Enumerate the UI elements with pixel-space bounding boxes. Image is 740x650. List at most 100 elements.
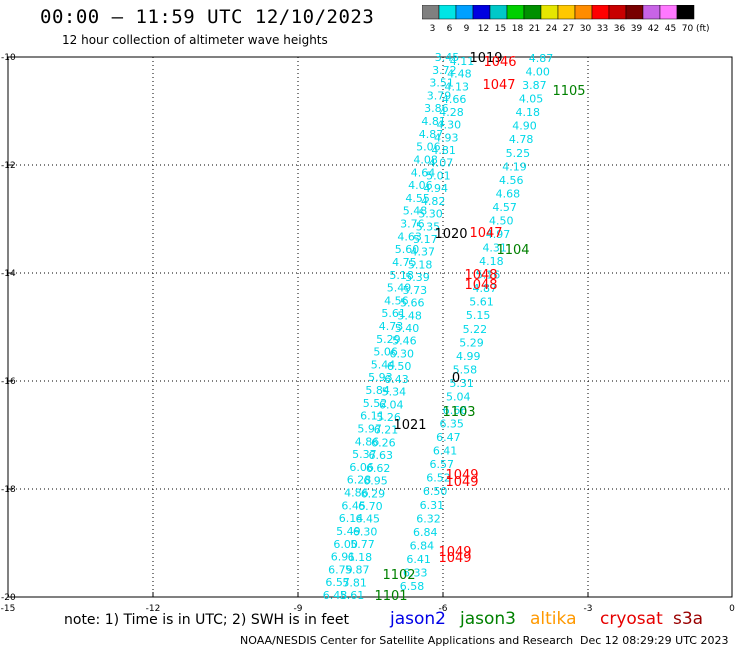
swh-value-track-west: 4.08 xyxy=(413,153,438,166)
pass-id-label: 1047 xyxy=(482,78,515,93)
swh-value-track-east: 4.18 xyxy=(479,255,504,268)
latitude-label: -18 xyxy=(1,485,16,495)
swh-value-track-mid: 5.30 xyxy=(418,208,443,221)
swh-value-track-west: 4.63 xyxy=(397,230,422,243)
swh-value-track-mid: 5.01 xyxy=(426,169,451,182)
swh-value-track-west: 6.06 xyxy=(349,461,374,474)
swh-value-track-mid: 5.35 xyxy=(416,220,441,233)
swh-value-track-east: 4.57 xyxy=(492,201,517,214)
swh-value-track-west: 4.87 xyxy=(419,128,444,141)
swh-value-track-mid: 5.18 xyxy=(408,258,433,271)
latitude-label: -10 xyxy=(1,53,16,63)
colorbar-tick-label: 39 xyxy=(631,24,643,34)
colorbar-tick-label: 45 xyxy=(665,24,676,34)
swh-value-track-west: 6.00 xyxy=(333,538,358,551)
swh-value-track-east: 4.56 xyxy=(499,174,524,187)
satellite-legend-s3a: s3a xyxy=(673,609,704,629)
swh-value-track-mid: 5.48 xyxy=(397,309,422,322)
swh-value-track-east: 6.57 xyxy=(430,458,455,471)
colorbar-tick-label: 15 xyxy=(495,24,506,34)
colorbar-swatch xyxy=(676,5,695,20)
swh-value-track-mid: 5.34 xyxy=(382,386,407,399)
swh-value-track-east: 6.66 xyxy=(443,404,468,417)
swh-value-track-east: 5.29 xyxy=(459,336,484,349)
swh-value-track-east: 4.97 xyxy=(486,228,511,241)
swh-value-track-west: 6.91 xyxy=(331,551,356,564)
swh-value-track-west: 6.45 xyxy=(341,499,366,512)
pass-id-label: 1021 xyxy=(393,418,426,433)
swh-value-track-west: 6.57 xyxy=(325,576,350,589)
swh-value-track-mid: 4.93 xyxy=(434,131,459,144)
colorbar-tick-label: 9 xyxy=(464,24,470,34)
swh-value-track-mid: 4.37 xyxy=(410,246,435,259)
swh-value-track-mid: 4.13 xyxy=(445,80,470,93)
swh-value-track-west: 5.93 xyxy=(368,371,393,384)
pass-id-label: 1102 xyxy=(382,568,415,583)
swh-value-track-mid: 6.04 xyxy=(379,398,404,411)
swh-value-track-west: 6.28 xyxy=(347,474,372,487)
swh-value-track-east: 5.04 xyxy=(446,390,471,403)
colorbar-swatch xyxy=(608,5,627,20)
swh-value-track-mid: 6.62 xyxy=(366,462,391,475)
swh-value-track-east: 6.50 xyxy=(423,485,448,498)
swh-value-track-east: 5.15 xyxy=(466,309,491,322)
pass-id-label: 1046 xyxy=(483,55,516,70)
swh-value-track-east: 4.90 xyxy=(512,120,537,133)
colorbar-swatch xyxy=(591,5,610,20)
colorbar-tick-label: 24 xyxy=(546,24,558,34)
swh-value-track-mid: 6.26 xyxy=(371,436,396,449)
swh-value-track-mid: 4.81 xyxy=(431,144,456,157)
pass-id-label: 1101 xyxy=(374,589,407,604)
pass-id-label: 0 xyxy=(452,371,460,386)
colorbar-swatch xyxy=(625,5,644,20)
swh-value-track-mid: 4.07 xyxy=(429,157,454,170)
colorbar-tick-label: 12 xyxy=(478,24,489,34)
swh-value-track-east: 4.50 xyxy=(489,214,514,227)
colorbar-swatch xyxy=(438,5,457,20)
swh-value-track-west: 5.52 xyxy=(363,397,388,410)
map-frame xyxy=(7,56,733,598)
longitude-label: -3 xyxy=(584,604,593,614)
colorbar-tick-label: 33 xyxy=(597,24,608,34)
swh-value-track-west: 4.86 xyxy=(355,435,380,448)
colorbar-tick-label: 3 xyxy=(430,24,436,34)
colorbar-tick-label: 30 xyxy=(580,24,592,34)
swh-value-track-west: 5.48 xyxy=(403,205,428,218)
swh-value-track-west: 5.84 xyxy=(365,384,390,397)
swh-value-track-mid: 4.48 xyxy=(447,68,472,81)
colorbar-swatch xyxy=(472,5,491,20)
colorbar-swatch xyxy=(659,5,678,20)
swh-value-track-east: 5.25 xyxy=(506,147,531,160)
swh-value-track-west: 5.61 xyxy=(381,307,406,320)
swh-value-track-west: 6.11 xyxy=(360,410,385,423)
swh-value-track-mid: 4.66 xyxy=(442,93,467,106)
swh-value-track-east: 6.52 xyxy=(426,472,451,485)
latitude-label: -12 xyxy=(1,161,16,171)
swh-value-track-mid: 5.81 xyxy=(342,576,367,589)
swh-value-track-east: 4.31 xyxy=(482,242,507,255)
swh-value-track-west: 5.44 xyxy=(371,358,396,371)
colorbar-swatch xyxy=(422,5,440,20)
colorbar-tick-label: 27 xyxy=(563,24,574,34)
swh-value-track-mid: 5.61 xyxy=(340,589,365,602)
longitude-label: 0 xyxy=(729,604,735,614)
pass-id-label: 1047 xyxy=(469,226,502,241)
swh-value-track-mid: 6.18 xyxy=(348,551,373,564)
longitude-label: -15 xyxy=(1,604,16,614)
satellite-legend-jason3: jason3 xyxy=(460,609,516,629)
colorbar-swatch xyxy=(506,5,525,20)
colorbar-tick-label: 42 xyxy=(648,24,659,34)
swh-value-track-east: 4.87 xyxy=(529,52,554,65)
swh-value-track-east: 6.41 xyxy=(433,445,458,458)
swh-value-track-west: 5.37 xyxy=(352,448,377,461)
colorbar-tick-label: 36 xyxy=(614,24,626,34)
swh-value-track-west: 5.97 xyxy=(357,422,382,435)
satellite-legend-cryosat: cryosat xyxy=(600,609,663,629)
colorbar-tick-label: 21 xyxy=(529,24,540,34)
swh-value-track-east: 6.58 xyxy=(400,580,425,593)
swh-value-track-mid: 5.73 xyxy=(403,284,428,297)
swh-value-track-east: 5.22 xyxy=(463,323,488,336)
pass-id-label: 1048 xyxy=(464,278,497,293)
pass-id-label: 1103 xyxy=(442,405,475,420)
